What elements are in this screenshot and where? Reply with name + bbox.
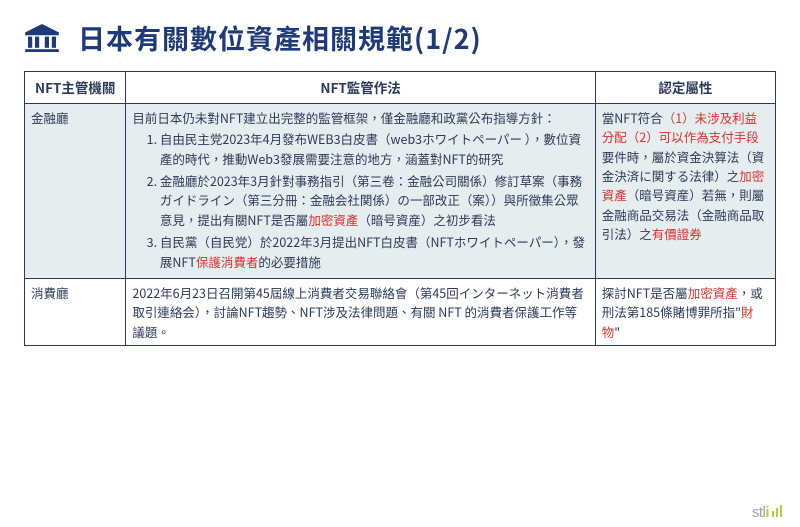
table-header-row: NFT主管機關 NFT監管作法 認定屬性 — [25, 72, 776, 104]
logo-bars-icon — [772, 505, 782, 517]
agency-cell: 消費廳 — [25, 278, 126, 345]
reg-list-item: 金融廳於2023年3月針對事務指引（第三卷：金融公司關係）修訂草案（事務ガイドラ… — [160, 171, 589, 229]
logo-text-grey: stl — [752, 504, 766, 521]
bank-institution-icon — [24, 23, 60, 53]
agency-cell: 金融廳 — [25, 103, 126, 278]
table-row-caa: 消費廳 2022年6月23日召開第45屆線上消費者交易聯絡會（第45回インターネ… — [25, 278, 776, 345]
regulation-cell: 目前日本仍未對NFT建立出完整的監管框架，僅金融廳和政黨公布指導方針： 自由民主… — [126, 103, 595, 278]
title-row: 日本有關數位資產相關規範(1/2) — [24, 18, 776, 57]
regulation-table: NFT主管機關 NFT監管作法 認定屬性 金融廳 目前日本仍未對NFT建立出完整… — [24, 71, 776, 346]
stli-logo: stli — [752, 504, 782, 521]
attribute-cell: 探討NFT是否屬加密資產，或刑法第185條賭博罪所指"財物" — [595, 278, 775, 345]
col-header-agency: NFT主管機關 — [25, 72, 126, 104]
slide-container: 日本有關數位資產相關規範(1/2) NFT主管機關 NFT監管作法 認定屬性 金… — [0, 0, 800, 527]
reg-list: 自由民主党2023年4月發布WEB3白皮書（web3ホワイトペーパー ），數位資… — [132, 129, 588, 271]
logo-text-green: i — [765, 504, 769, 521]
reg-list-item: 自民黨（自民党）於2022年3月提出NFT白皮書（NFTホワイトペーパー），發展… — [160, 232, 589, 271]
col-header-attribute: 認定屬性 — [595, 72, 775, 104]
col-header-regulation: NFT監管作法 — [126, 72, 595, 104]
reg-intro: 目前日本仍未對NFT建立出完整的監管框架，僅金融廳和政黨公布指導方針： — [132, 108, 588, 127]
regulation-cell: 2022年6月23日召開第45屆線上消費者交易聯絡會（第45回インターネット消費… — [126, 278, 595, 345]
page-title: 日本有關數位資產相關規範(1/2) — [78, 18, 482, 57]
reg-list-item: 自由民主党2023年4月發布WEB3白皮書（web3ホワイトペーパー ），數位資… — [160, 129, 589, 168]
table-row-fsa: 金融廳 目前日本仍未對NFT建立出完整的監管框架，僅金融廳和政黨公布指導方針： … — [25, 103, 776, 278]
attribute-cell: 當NFT符合（1）未涉及利益分配（2）可以作為支付手段要件時，屬於資金決算法（資… — [595, 103, 775, 278]
